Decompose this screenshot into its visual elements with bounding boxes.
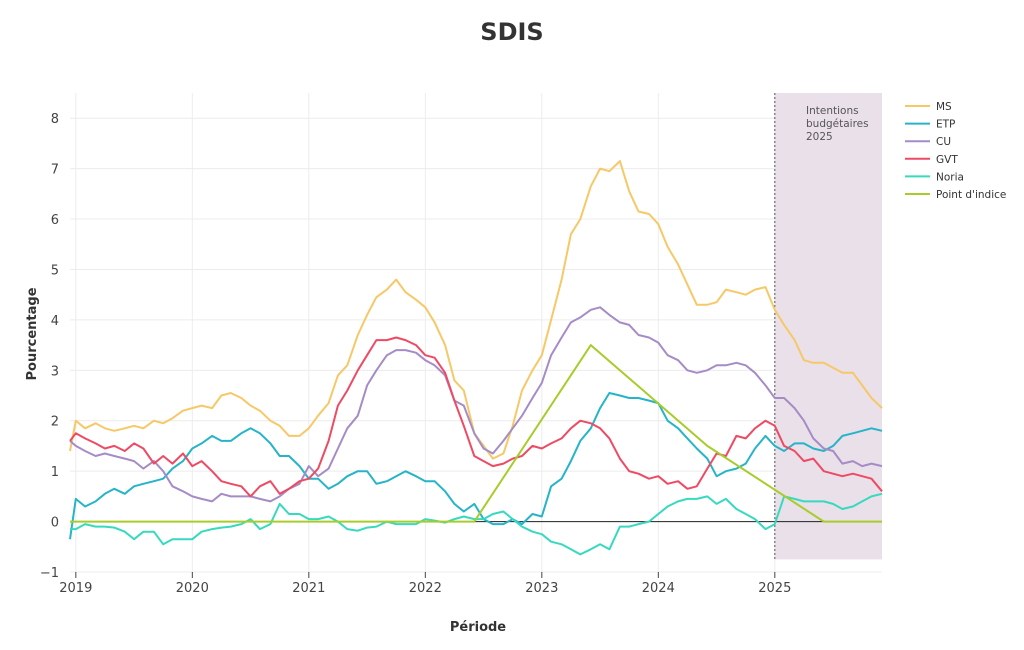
series-lines: [69, 160, 883, 556]
y-tick-label: −1: [40, 566, 59, 581]
x-tick-label: 2024: [642, 581, 675, 596]
x-tick-label: 2022: [409, 581, 442, 596]
legend-item: ETP: [936, 119, 955, 131]
x-axis-ticks: 2019 2020 2021 2022 2023 2024 2025: [59, 572, 791, 596]
legend-item: Noria: [936, 171, 964, 183]
x-tick-label: 2021: [292, 581, 325, 596]
y-tick-label: 0: [51, 516, 59, 531]
series-line-0: [69, 160, 883, 460]
series-line-5: [70, 344, 882, 523]
x-tick-label: 2023: [525, 581, 558, 596]
shaded-region: [774, 93, 882, 560]
region-annotation-line: budgétaires: [806, 118, 869, 130]
legend: MS ETP CU GVT Noria Point d'indice: [905, 101, 1006, 201]
budget-intentions-region: [774, 93, 882, 560]
series-line-4: [70, 492, 883, 556]
y-axis-ticks: −1 0 1 2 3 4 5 6 7 8: [40, 112, 59, 581]
chart-title: SDIS: [480, 18, 544, 46]
series-line-1: [69, 392, 883, 540]
y-tick-label: 8: [51, 112, 59, 127]
series-line-2: [69, 306, 883, 503]
region-annotation-line: 2025: [806, 131, 833, 143]
y-tick-label: 2: [51, 415, 59, 430]
y-tick-label: 4: [51, 314, 59, 329]
legend-item: CU: [936, 136, 951, 148]
x-tick-label: 2019: [59, 581, 92, 596]
grid-lines: [70, 93, 882, 573]
legend-item: Point d'indice: [936, 189, 1006, 201]
y-tick-label: 1: [51, 465, 59, 480]
region-annotation-line: Intentions: [806, 105, 859, 117]
x-tick-label: 2025: [758, 581, 791, 596]
y-tick-label: 5: [51, 263, 59, 278]
y-tick-label: 3: [51, 364, 59, 379]
y-axis-title: Pourcentage: [25, 287, 40, 380]
x-tick-label: 2020: [176, 581, 209, 596]
legend-item: MS: [936, 101, 952, 113]
series-line-3: [69, 336, 883, 498]
legend-item: GVT: [936, 154, 958, 166]
x-axis-title: Période: [450, 620, 506, 635]
y-tick-label: 7: [51, 163, 59, 178]
y-tick-label: 6: [51, 213, 59, 228]
